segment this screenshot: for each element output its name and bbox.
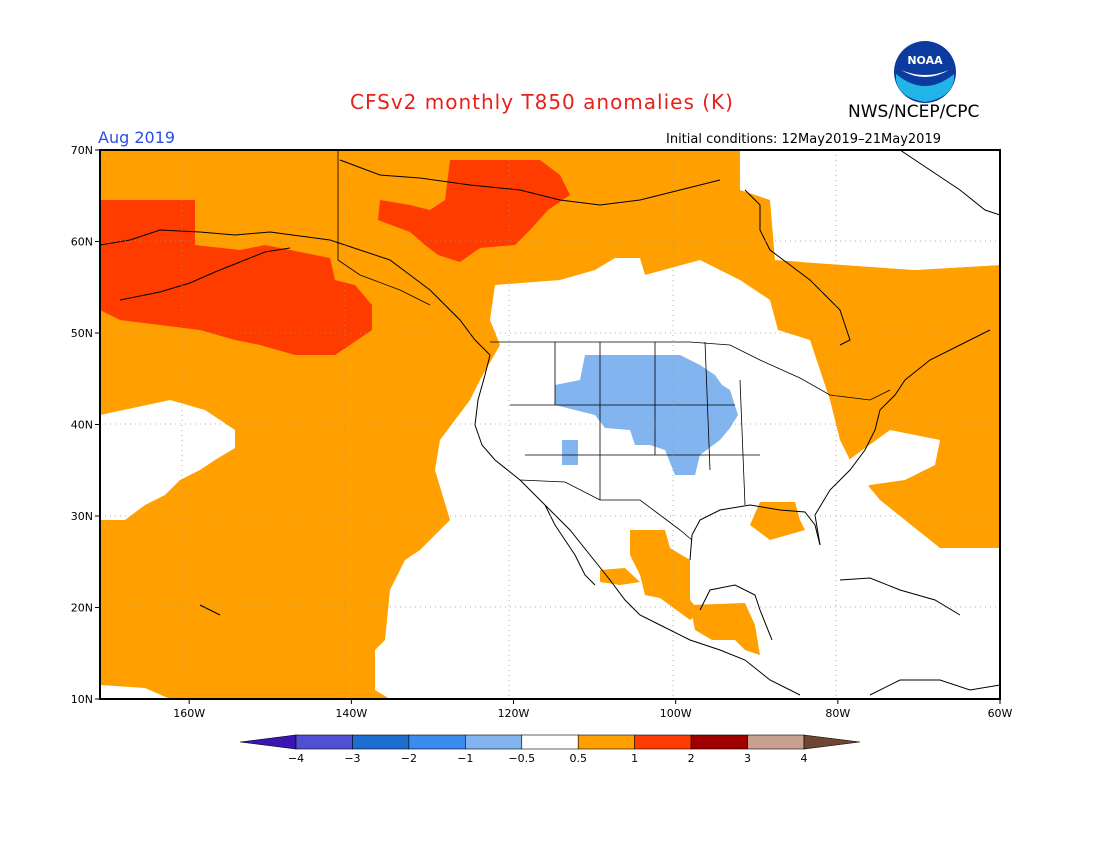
noaa-logo: NOAA: [894, 41, 956, 103]
anomaly-region-blue-plains: [555, 355, 738, 475]
colorbar-label: 3: [744, 752, 751, 765]
lon-tick-label: 120W: [498, 707, 530, 720]
anomaly-shading: [100, 150, 1000, 699]
anomaly-gap-arctic: [745, 150, 1000, 270]
lat-tick-label: 70N: [71, 144, 93, 157]
anomaly-gap-atlantic: [835, 430, 940, 500]
coast-hawaii: [199, 604, 221, 616]
border-rockies: [510, 341, 760, 506]
longitude-axis: 160W 140W 120W 100W 80W 60W: [173, 699, 1013, 720]
colorbar-swatch: [747, 734, 805, 750]
colorbar-label: −1: [457, 752, 473, 765]
colorbar-swatch: [634, 734, 692, 750]
colorbar-swatch: [577, 734, 635, 750]
colorbar-swatch: [352, 734, 410, 750]
lon-tick-label: 60W: [988, 707, 1013, 720]
coast-east: [814, 329, 991, 546]
coast-baja: [544, 504, 596, 586]
colorbar-swatch: [521, 734, 579, 750]
lat-tick-label: 10N: [71, 693, 93, 706]
colorbar-label: −0.5: [508, 752, 535, 765]
coast-arctic: [339, 159, 721, 206]
colorbar-label: 4: [801, 752, 808, 765]
border-alaska-canada: [337, 150, 431, 306]
lat-tick-label: 50N: [71, 327, 93, 340]
latitude-axis: 70N 60N 50N 40N 30N 20N 10N: [71, 144, 100, 706]
anomaly-region-blue-nevada: [562, 440, 578, 465]
colorbar-swatch: [239, 734, 297, 750]
coast-hudson: [744, 189, 851, 346]
lat-tick-label: 20N: [71, 602, 93, 615]
colorbar-swatch: [803, 734, 861, 750]
anomaly-region-mexico: [630, 530, 700, 620]
agency-credit: NWS/NCEP/CPC: [848, 102, 980, 122]
svg-text:NOAA: NOAA: [907, 54, 943, 67]
coast-greenland: [899, 150, 1000, 216]
lat-tick-label: 60N: [71, 236, 93, 249]
anomaly-gap-pacific-south: [100, 685, 170, 699]
coast-gulf: [689, 504, 821, 561]
border-us-mexico: [519, 479, 693, 541]
lat-tick-label: 30N: [71, 510, 93, 523]
anomaly-region-red-yukon: [378, 160, 570, 262]
coast-south-america: [869, 679, 1000, 696]
anomaly-region-central-america: [690, 603, 760, 655]
lon-tick-label: 100W: [660, 707, 692, 720]
initial-conditions: Initial conditions: 12May2019–21May2019: [666, 132, 941, 147]
colorbar-swatch: [690, 734, 748, 750]
colorbar-label: 1: [631, 752, 638, 765]
colorbar-label: 0.5: [569, 752, 587, 765]
colorbar-swatch: [295, 734, 353, 750]
lon-tick-label: 80W: [825, 707, 850, 720]
lon-tick-label: 140W: [335, 707, 367, 720]
lon-tick-label: 160W: [173, 707, 205, 720]
anomaly-region-mexico-west: [600, 568, 640, 585]
border-us-canada: [490, 341, 891, 401]
coast-aleutians: [119, 247, 291, 301]
colorbar-swatch: [408, 734, 466, 750]
anomaly-gap-pacific: [100, 400, 235, 520]
anomaly-region-gulf-coast: [750, 502, 805, 540]
valid-month: Aug 2019: [98, 128, 176, 147]
coast-west: [474, 354, 801, 696]
anomaly-region-red-bering: [100, 200, 372, 355]
colorbar-swatch: [465, 734, 523, 750]
page-title: CFSv2 monthly T850 anomalies (K): [350, 90, 734, 114]
coast-caribbean: [839, 577, 961, 616]
state-borders: [337, 150, 891, 541]
graticule: [100, 150, 1000, 699]
colorbar-label: 2: [688, 752, 695, 765]
colorbar: −4 −3 −2 −1 −0.5 0.5 1 2 3 4: [239, 734, 861, 765]
coast-yucatan: [699, 584, 773, 641]
colorbar-label: −2: [401, 752, 417, 765]
coastlines: [100, 150, 1000, 696]
colorbar-label: −3: [344, 752, 360, 765]
colorbar-label: −4: [288, 752, 304, 765]
lat-tick-label: 40N: [71, 419, 93, 432]
